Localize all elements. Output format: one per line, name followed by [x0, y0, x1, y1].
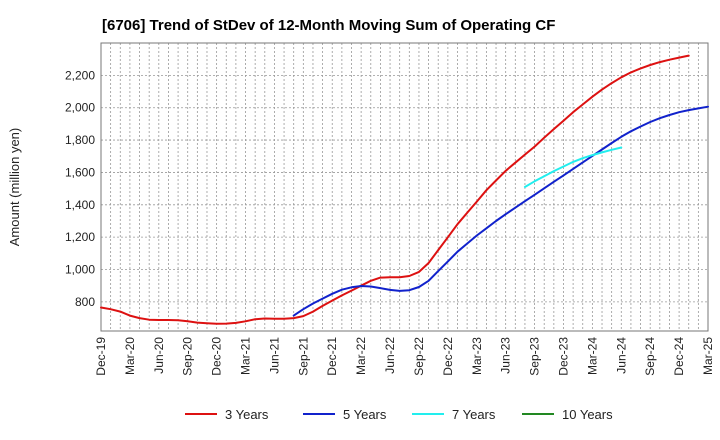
legend-label-3-years: 3 Years — [225, 407, 269, 422]
x-tick-label: Mar-24 — [585, 337, 599, 375]
x-tick-label: Mar-20 — [123, 337, 137, 375]
x-tick-label: Dec-24 — [672, 337, 686, 376]
x-tick-label: Jun-21 — [267, 337, 281, 374]
grid-lines — [100, 43, 709, 331]
legend-label-10-years: 10 Years — [562, 407, 613, 422]
x-tick-label: Jun-24 — [614, 337, 628, 374]
y-tick-label: 2,000 — [65, 101, 95, 115]
chart-title: [6706] Trend of StDev of 12-Month Moving… — [102, 17, 555, 34]
x-tick-label: Jun-23 — [499, 337, 513, 374]
x-tick-label: Mar-25 — [701, 337, 715, 375]
legend: 3 Years 5 Years 7 Years 10 Years — [185, 407, 613, 422]
series-lines — [100, 54, 709, 325]
legend-label-7-years: 7 Years — [452, 407, 496, 422]
legend-label-5-years: 5 Years — [343, 407, 387, 422]
y-axis-label: Amount (million yen) — [7, 128, 22, 247]
x-tick-label: Sep-20 — [181, 337, 195, 376]
x-tick-label: Jun-20 — [152, 337, 166, 374]
x-axis-ticks: Dec-19 Mar-20 Jun-20 Sep-20 Dec-20 Mar-21 Jun-… — [94, 337, 715, 376]
x-tick-label: Sep-23 — [528, 337, 542, 376]
x-tick-label: Mar-22 — [354, 337, 368, 375]
x-tick-label: Dec-23 — [556, 337, 570, 376]
y-tick-label: 1,600 — [65, 165, 95, 179]
x-tick-label: Dec-20 — [210, 337, 224, 376]
series-line-3-years — [100, 54, 690, 325]
x-tick-label: Jun-22 — [383, 337, 397, 374]
y-tick-label: 1,400 — [65, 198, 95, 212]
x-tick-label: Sep-22 — [412, 337, 426, 376]
y-tick-label: 1,800 — [65, 133, 95, 147]
series-line-7-years — [523, 146, 623, 188]
y-tick-label: 1,000 — [65, 263, 95, 277]
y-tick-label: 1,200 — [65, 230, 95, 244]
x-tick-label: Dec-22 — [441, 337, 455, 376]
y-tick-label: 2,200 — [65, 68, 95, 82]
y-axis-ticks: 800 1,000 1,200 1,400 1,600 1,800 2,000 2,200 — [65, 68, 95, 309]
x-tick-label: Mar-21 — [239, 337, 253, 375]
x-tick-label: Mar-23 — [470, 337, 484, 375]
x-tick-label: Dec-21 — [325, 337, 339, 376]
x-tick-label: Sep-24 — [643, 337, 657, 376]
series-line-5-years — [292, 105, 709, 317]
x-tick-label: Dec-19 — [94, 337, 108, 376]
y-tick-label: 800 — [75, 295, 95, 309]
plot-frame — [100, 42, 709, 332]
x-tick-label: Sep-21 — [296, 337, 310, 376]
